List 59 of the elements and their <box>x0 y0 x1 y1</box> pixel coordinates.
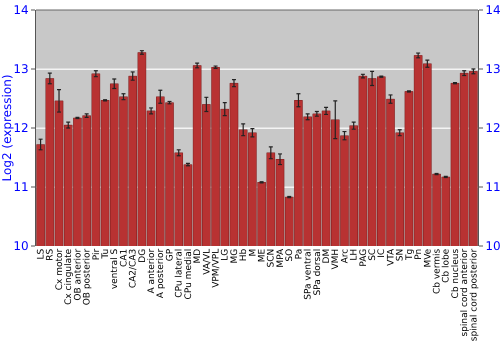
x-tick-label: CPu medial <box>184 248 194 300</box>
x-tick-label: VTA <box>386 248 396 266</box>
x-tick-label: CPu lateral <box>174 248 185 298</box>
x-tick-label: SPa dorsal <box>312 248 323 296</box>
x-tick-label: LH <box>350 248 360 261</box>
x-tick-label: CA1 <box>119 248 130 267</box>
y-tick-label: 13 <box>13 62 29 76</box>
x-tick-label: DM <box>322 248 332 264</box>
x-tick-label: VPM/VPL <box>211 248 222 288</box>
x-tick-label: CA2/CA3 <box>128 248 139 288</box>
y-tick-label: 14 <box>13 3 29 18</box>
x-tick-label: LG <box>220 248 231 261</box>
x-tick-label: OB anterior <box>73 248 84 301</box>
x-tick-label: SPa ventral <box>304 248 314 300</box>
x-tick-label: OB posterior <box>82 248 93 306</box>
x-tick-label: spinal cord anterior <box>460 248 470 337</box>
x-tick-label: Cx motor <box>54 248 65 290</box>
y-tick-label: 10 <box>13 239 29 254</box>
y2-tick-label: 13 <box>485 62 500 76</box>
x-tick-label: Pir <box>92 248 102 260</box>
x-tick-label: ME <box>258 248 268 262</box>
x-tick-label: ventral S <box>110 248 120 290</box>
x-tick-label: Cb vermis <box>432 248 442 294</box>
x-tick-label: spinal cord posterior <box>469 248 480 342</box>
x-tick-label: MD <box>193 248 204 264</box>
x-tick-label: LS <box>36 248 47 260</box>
x-tick-label: PAG <box>358 248 369 267</box>
x-tick-label: IC <box>377 248 388 258</box>
y2-tick-label: 10 <box>485 239 500 254</box>
x-tick-label: VA/VL <box>202 248 212 275</box>
x-tick-label: GP <box>165 248 176 262</box>
x-tick-label: Hb <box>239 248 250 262</box>
x-tick-label: Cx cingulate <box>64 248 74 305</box>
y2-tick-label: 14 <box>485 3 500 18</box>
y2-tick-label: 11 <box>485 180 500 194</box>
x-tick-label: Pa <box>294 248 304 260</box>
x-tick-label: SCN <box>266 248 277 268</box>
x-tick-label: A anterior <box>147 248 158 294</box>
x-tick-label: SN <box>396 248 406 262</box>
x-tick-label: M <box>248 248 258 257</box>
y-axis-title: Log2 (expression) <box>0 74 14 182</box>
x-tick-label: Cb lobe <box>442 248 452 283</box>
x-tick-label: VMH <box>331 248 342 270</box>
x-tick-label: Tu <box>100 248 111 260</box>
x-tick-label: A posterior <box>156 248 166 298</box>
x-tick-label: SO <box>285 248 296 262</box>
x-tick-label: Pn <box>414 248 424 260</box>
x-tick-label: RS <box>46 248 56 261</box>
x-tick-label: Cb nucleus <box>450 248 461 298</box>
x-tick-label: Tg <box>404 248 415 262</box>
y-tick-label: 12 <box>13 121 29 136</box>
y-tick-label: 11 <box>13 180 29 194</box>
x-tick-label: DG <box>138 248 148 263</box>
x-tick-label: Arc <box>340 248 350 264</box>
x-tick-label: MVe <box>423 248 434 268</box>
x-tick-label: MG <box>230 248 240 264</box>
x-tick-label: MPA <box>276 248 286 268</box>
y2-tick-label: 12 <box>485 121 500 136</box>
x-tick-label: SC <box>368 248 378 261</box>
